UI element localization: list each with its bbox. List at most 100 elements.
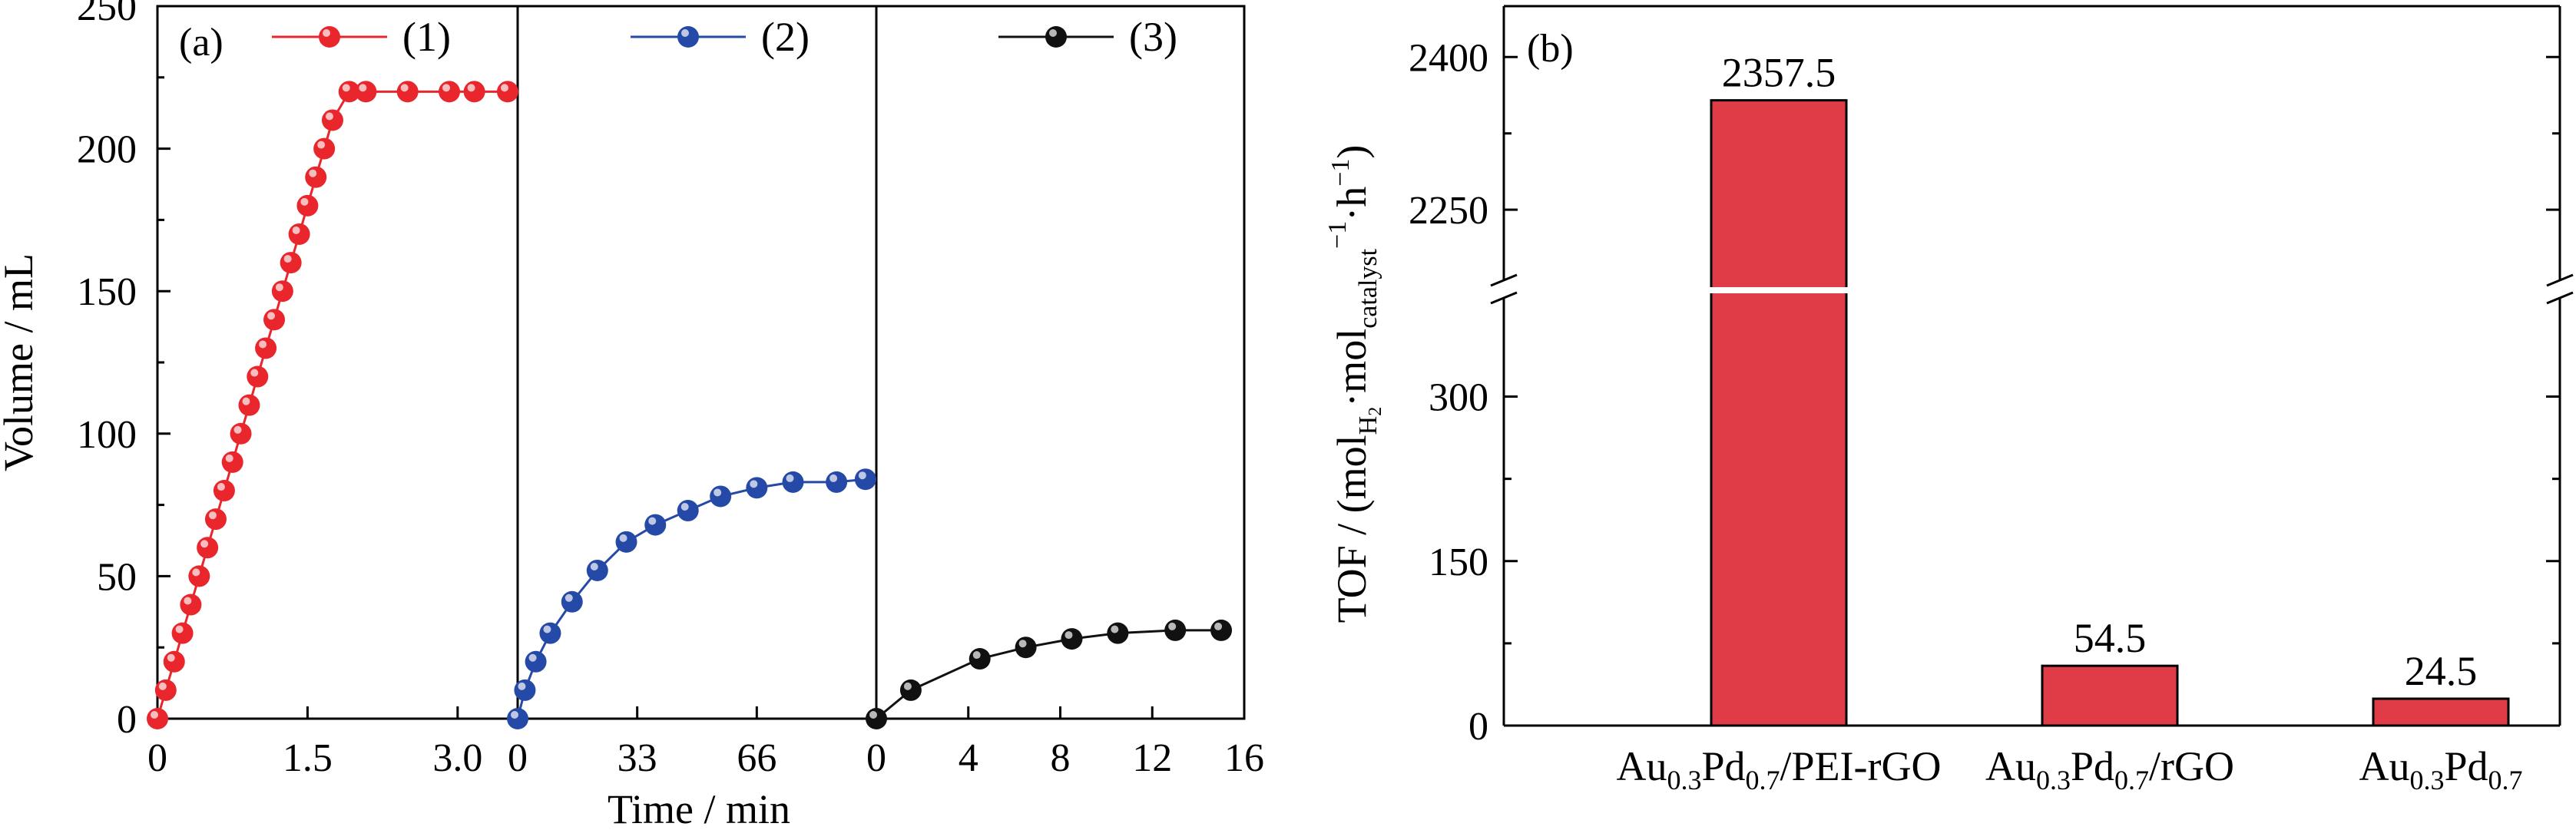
legend-marker-highlight [1049,29,1057,37]
data-point [396,81,419,103]
axis-break-right [2546,273,2574,305]
legend-marker-highlight [323,29,330,37]
data-point [1061,628,1083,650]
data-point [163,650,185,673]
b-y-tick-label: 0 [1468,705,1488,749]
data-point-highlight [225,454,233,462]
bar [1710,99,1848,727]
data-point-highlight [1168,622,1177,630]
data-point [280,252,302,274]
data-point-highlight [342,84,350,92]
data-point-highlight [200,540,209,548]
data-point-highlight [175,625,184,633]
data-point-highlight [292,226,300,234]
data-point-highlight [283,255,292,263]
data-point-highlight [829,474,838,482]
data-point-highlight [275,283,283,292]
data-point [305,166,327,188]
bar-break [1710,287,1848,293]
data-point-highlight [1018,640,1027,648]
panel-a-frame [156,5,1246,720]
panel-a-label: (a) [179,21,223,64]
b-y-axis: 0 150 300 2250 2400 [1409,36,2560,749]
data-point-highlight [528,653,537,662]
data-point [238,394,260,416]
data-point-highlight [184,597,192,605]
data-point [271,280,293,303]
bar [2041,664,2179,727]
data-point-highlight [242,397,250,405]
data-point-highlight [300,197,309,206]
data-point-highlight [233,425,242,434]
data-point [439,81,461,103]
data-point-highlight [208,511,217,520]
category-label: Au0.3Pd0.7/rGO [1985,743,2234,795]
data-point [496,81,518,103]
legend-label: (3) [1129,14,1177,60]
a-y-tick-label: 0 [117,698,137,742]
data-point [1210,619,1233,641]
data-point [197,537,219,559]
data-point [514,679,536,701]
a-x-axes: 0 1.5 3.0 0 33 66 0 4 8 12 16 [147,706,1264,780]
a-series [147,81,1233,729]
a-y-tick-label: 250 [77,0,137,29]
data-point-highlight [309,169,317,177]
data-point-highlight [158,682,167,690]
data-point [213,480,235,502]
b-y-tick-label: 150 [1429,541,1488,584]
b-y-tick-label: 300 [1429,376,1488,420]
data-point [644,514,667,536]
data-point-highlight [259,340,267,349]
data-point [710,485,732,508]
data-point [321,109,343,131]
axis-break-left [1490,273,1518,305]
data-point-highlight [680,503,689,511]
legend-marker [1045,26,1067,48]
data-point [1015,637,1037,659]
data-point [539,622,561,644]
legend-marker [319,26,340,48]
data-point-highlight [467,84,475,92]
data-point [180,594,202,616]
data-point [154,679,177,701]
a-x-tick-label: 16 [1224,736,1264,780]
data-point-highlight [500,84,508,92]
a-y-tick-label: 200 [77,128,137,172]
data-point [188,565,210,587]
data-point [968,648,991,670]
data-point-highlight [359,84,367,92]
data-point [1107,622,1129,644]
data-point [746,477,768,499]
data-point [826,471,848,493]
a-x-tick-label: 0 [147,736,167,780]
data-point-highlight [590,562,598,570]
data-point [230,422,252,445]
data-point-highlight [1065,631,1073,640]
category-label: Au0.3Pd0.7 [2359,743,2522,795]
legend-marker-highlight [681,29,689,37]
a-y-axis-label: Volume / mL [0,253,41,471]
legend-label: (2) [761,14,810,60]
bar [2372,697,2510,727]
data-point [263,309,286,331]
data-point [525,650,547,673]
data-point-highlight [786,474,794,482]
data-point-highlight [858,471,866,480]
data-point [507,708,528,729]
data-point [355,81,377,103]
data-point-highlight [325,112,333,121]
b-bars: 2357.5 54.5 24.5 [1710,50,2510,727]
category-label: Au0.3Pd0.7/PEI-rGO [1616,743,1941,795]
a-y-tick-label: 100 [77,413,137,457]
b-y-axis-label: TOF / (molH2·molcatalyst−1·h−1) [1323,145,1386,623]
data-point-highlight [317,141,326,149]
a-x-tick-label: 3.0 [432,736,482,780]
data-point-highlight [648,517,657,525]
data-point-highlight [972,651,981,660]
a-x-tick-label: 66 [737,736,776,780]
data-point-highlight [217,483,225,491]
data-point [204,508,227,531]
